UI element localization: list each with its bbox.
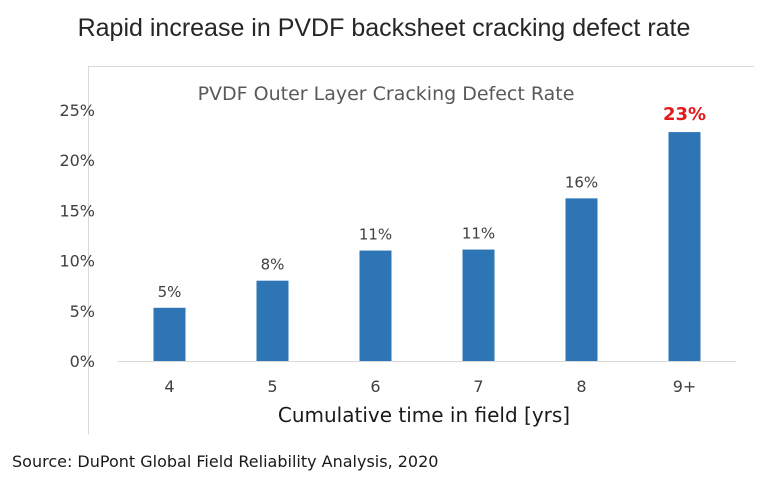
x-tick-label: 4 <box>164 377 174 396</box>
x-tick-label: 8 <box>576 377 586 396</box>
x-tick-label: 7 <box>473 377 483 396</box>
bar-6 <box>359 250 392 361</box>
bar-5 <box>256 280 289 361</box>
x-tick-label: 6 <box>370 377 380 396</box>
slide-title: Rapid increase in PVDF backsheet crackin… <box>77 14 691 42</box>
bar-4 <box>153 307 186 361</box>
data-label: 16% <box>565 173 598 191</box>
y-axis-ticks: 0% 5% 10% 15% 20% 25% <box>59 101 95 371</box>
chart-frame <box>88 66 754 434</box>
x-axis-ticks: 4 5 6 7 8 9+ <box>164 377 696 396</box>
chart-title: PVDF Outer Layer Cracking Defect Rate <box>198 83 575 105</box>
bar-chart: PVDF Outer Layer Cracking Defect Rate 0%… <box>59 83 736 427</box>
data-label: 11% <box>359 226 392 244</box>
data-label: 8% <box>261 256 285 274</box>
data-label: 23% <box>663 104 706 125</box>
x-tick-label: 5 <box>267 377 277 396</box>
y-tick-label: 10% <box>59 252 95 271</box>
bar-9+ <box>668 132 701 361</box>
y-tick-label: 25% <box>59 101 95 120</box>
data-labels: 5% 8% 11% 11% 16% 23% <box>158 104 706 301</box>
bar-8 <box>565 198 598 361</box>
data-label: 5% <box>158 283 182 301</box>
y-tick-label: 15% <box>59 201 95 220</box>
bars <box>153 132 701 361</box>
y-tick-label: 0% <box>70 352 95 371</box>
source-note: Source: DuPont Global Field Reliability … <box>12 452 439 471</box>
x-tick-label: 9+ <box>673 377 697 396</box>
x-axis-title: Cumulative time in field [yrs] <box>278 403 570 427</box>
data-label: 11% <box>462 225 495 243</box>
y-tick-label: 20% <box>59 151 95 170</box>
y-tick-label: 5% <box>70 302 95 321</box>
bar-7 <box>462 249 495 361</box>
